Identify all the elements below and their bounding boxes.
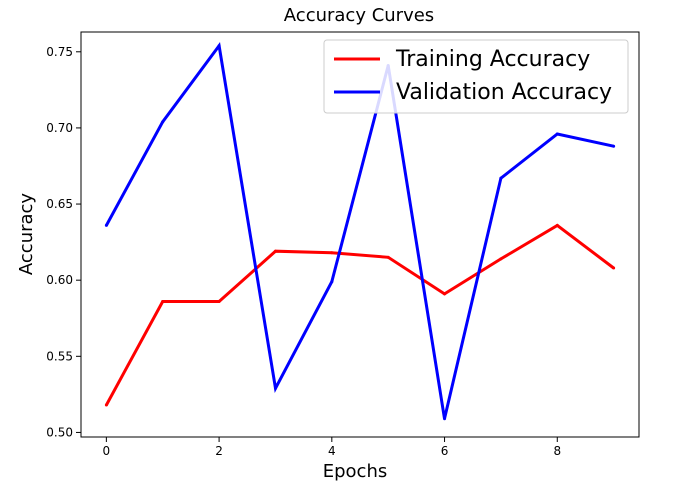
x-tick-label: 4 bbox=[328, 444, 336, 458]
data-point-training-accuracy bbox=[330, 251, 334, 255]
data-point-training-accuracy bbox=[217, 299, 221, 303]
data-point-validation-accuracy bbox=[555, 132, 559, 136]
plot-area bbox=[80, 31, 640, 438]
data-point-training-accuracy bbox=[104, 403, 108, 407]
data-point-training-accuracy bbox=[161, 299, 165, 303]
series-lines bbox=[104, 41, 616, 421]
data-point-training-accuracy bbox=[612, 266, 616, 270]
y-tick-label: 0.50 bbox=[46, 425, 73, 439]
data-point-validation-accuracy bbox=[104, 223, 108, 227]
data-point-validation-accuracy bbox=[161, 120, 165, 124]
series-line-validation-accuracy bbox=[105, 41, 614, 420]
y-axis-label: Accuracy bbox=[16, 193, 37, 276]
data-point-validation-accuracy bbox=[499, 176, 503, 180]
legend-label-validation: Validation Accuracy bbox=[396, 80, 612, 105]
x-axis-ticks: 0 2 4 6 8 bbox=[103, 437, 561, 458]
x-tick-label: 8 bbox=[553, 444, 561, 458]
y-tick-label: 0.65 bbox=[46, 197, 73, 211]
data-point-validation-accuracy bbox=[443, 417, 447, 421]
data-point-training-accuracy bbox=[386, 255, 390, 259]
y-tick-label: 0.55 bbox=[46, 349, 73, 363]
data-point-validation-accuracy bbox=[330, 280, 334, 284]
y-axis-ticks: 0.50 0.55 0.60 0.65 0.70 0.75 bbox=[46, 45, 81, 439]
chart-title: Accuracy Curves bbox=[284, 5, 434, 26]
x-tick-label: 2 bbox=[215, 444, 223, 458]
data-point-training-accuracy bbox=[555, 223, 559, 227]
data-point-training-accuracy bbox=[273, 249, 277, 253]
data-point-validation-accuracy bbox=[612, 144, 616, 148]
data-point-validation-accuracy bbox=[273, 386, 277, 390]
data-point-validation-accuracy bbox=[217, 44, 221, 48]
legend: Training Accuracy Validation Accuracy bbox=[323, 39, 629, 114]
legend-label-training: Training Accuracy bbox=[395, 47, 590, 72]
legend-box bbox=[323, 39, 629, 114]
series-line-training-accuracy bbox=[105, 223, 615, 406]
y-tick-label: 0.70 bbox=[46, 121, 73, 135]
x-tick-label: 6 bbox=[441, 444, 449, 458]
x-tick-label: 0 bbox=[103, 444, 111, 458]
data-point-training-accuracy bbox=[443, 292, 447, 296]
data-point-training-accuracy bbox=[499, 257, 503, 261]
y-tick-label: 0.75 bbox=[46, 45, 73, 59]
y-tick-label: 0.60 bbox=[46, 273, 73, 287]
x-axis-label: Epochs bbox=[323, 461, 388, 482]
